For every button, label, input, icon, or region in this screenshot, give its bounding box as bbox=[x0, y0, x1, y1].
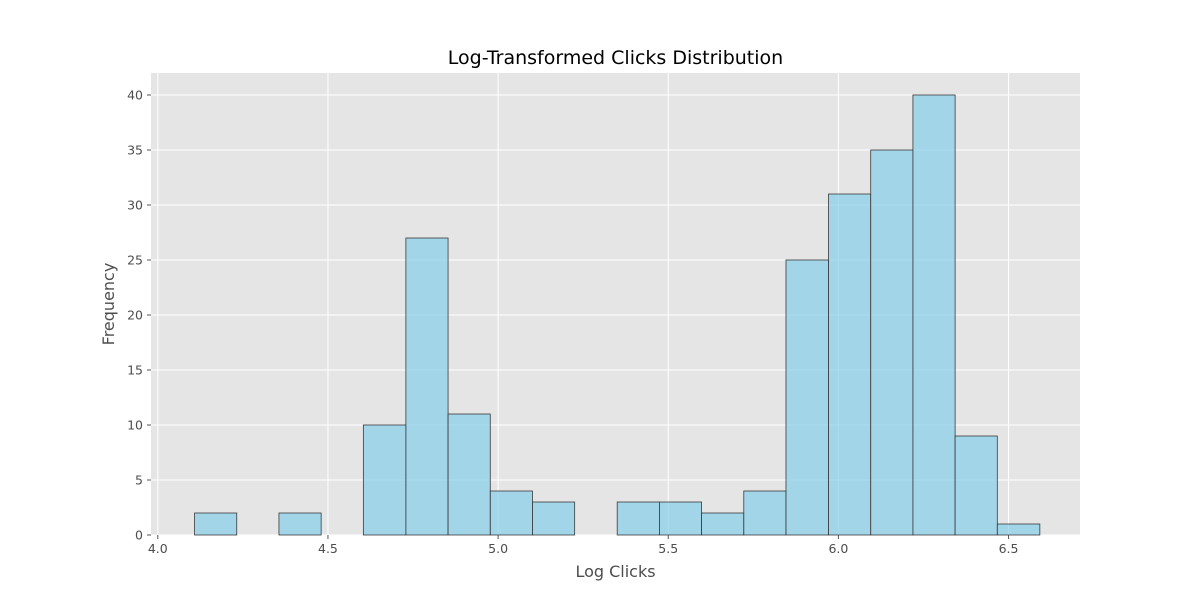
y-axis-label: Frequency bbox=[99, 263, 118, 346]
x-tick-label: 4.0 bbox=[148, 541, 168, 556]
histogram-bar bbox=[489, 490, 533, 536]
x-tick-label: 6.0 bbox=[828, 541, 848, 556]
y-tick-label: 20 bbox=[127, 308, 143, 323]
y-tick-label: 15 bbox=[127, 363, 143, 378]
histogram-bar bbox=[658, 501, 702, 536]
histogram-bar bbox=[785, 259, 829, 536]
axes: 4.0 4.5 5.0 5.5 6.0 6.5 0 5 10 15 20 25 30 35 40 bbox=[127, 88, 1018, 557]
x-axis-label: Log Clicks bbox=[575, 562, 655, 581]
histogram-bar bbox=[194, 512, 238, 536]
histogram-bar bbox=[912, 94, 956, 536]
histogram-bar bbox=[954, 435, 998, 536]
histogram-bar bbox=[405, 237, 449, 536]
x-tick-label: 5.5 bbox=[658, 541, 678, 556]
x-tick-label: 4.5 bbox=[318, 541, 338, 556]
x-tick-label: 5.0 bbox=[488, 541, 508, 556]
histogram-bar bbox=[701, 512, 745, 536]
y-tick-label: 35 bbox=[127, 143, 143, 158]
histogram-bar bbox=[616, 501, 660, 536]
histogram-bar bbox=[870, 149, 914, 536]
y-tick-label: 40 bbox=[127, 88, 143, 103]
histogram-bars bbox=[194, 94, 1041, 536]
x-tick-label: 6.5 bbox=[999, 541, 1019, 556]
histogram-bar bbox=[532, 501, 576, 536]
histogram-bar bbox=[447, 413, 491, 536]
histogram-bar bbox=[828, 193, 872, 536]
y-tick-label: 5 bbox=[135, 473, 143, 488]
y-tick-label: 30 bbox=[127, 198, 143, 213]
y-tick-label: 25 bbox=[127, 253, 143, 268]
y-tick-label: 0 bbox=[135, 528, 143, 543]
histogram-bar bbox=[278, 512, 322, 536]
histogram-bar bbox=[743, 490, 787, 536]
chart-title: Log-Transformed Clicks Distribution bbox=[448, 47, 783, 69]
histogram-bar bbox=[362, 424, 407, 536]
y-tick-label: 10 bbox=[127, 418, 143, 433]
histogram-bar bbox=[996, 523, 1041, 536]
